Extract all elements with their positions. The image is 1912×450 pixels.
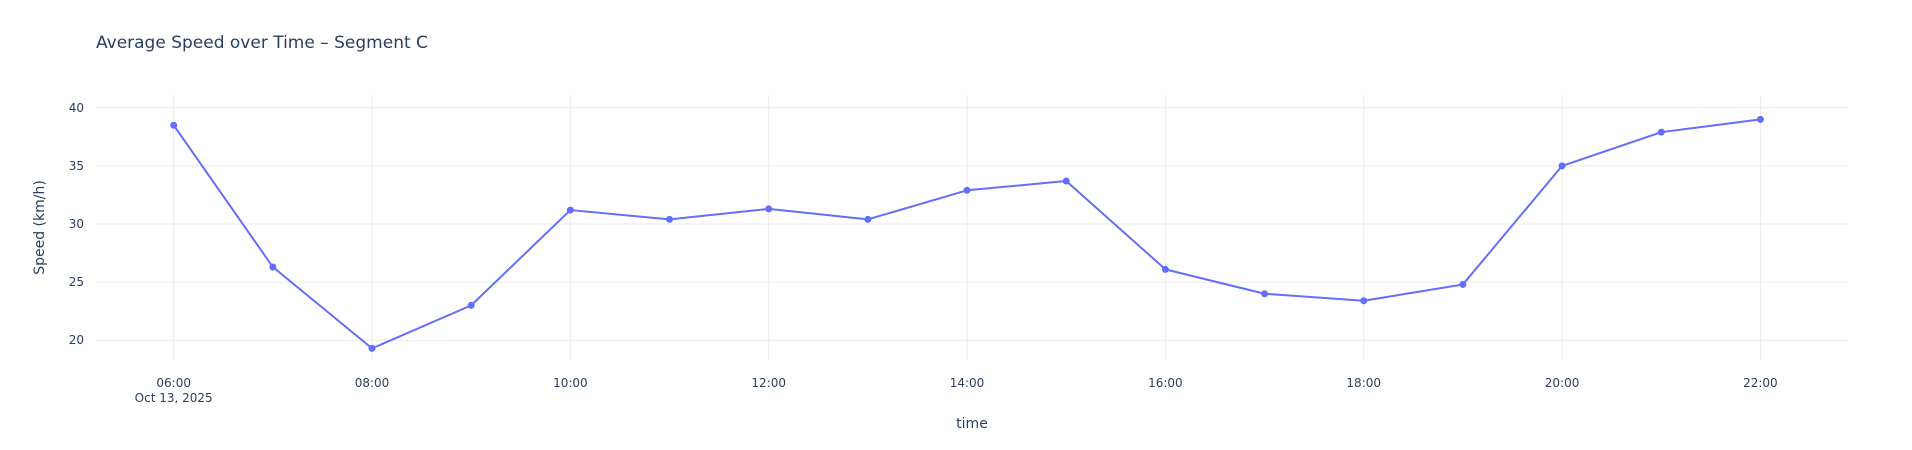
data-point bbox=[269, 263, 277, 271]
data-point bbox=[1756, 115, 1764, 123]
data-point bbox=[170, 121, 178, 129]
x-tick-label: 14:00 bbox=[950, 376, 985, 390]
x-axis-title: time bbox=[956, 416, 988, 432]
y-tick-label: 35 bbox=[69, 159, 84, 173]
data-point bbox=[1459, 280, 1467, 288]
data-point bbox=[864, 215, 872, 223]
data-point bbox=[765, 205, 773, 213]
y-tick-label: 20 bbox=[69, 333, 84, 347]
x-tick-date-label: Oct 13, 2025 bbox=[135, 391, 213, 405]
data-point bbox=[1657, 128, 1665, 136]
data-point bbox=[467, 301, 475, 309]
x-tick-label: 12:00 bbox=[751, 376, 786, 390]
x-tick-label: 08:00 bbox=[355, 376, 390, 390]
x-tick-label: 16:00 bbox=[1148, 376, 1183, 390]
data-point bbox=[1558, 162, 1566, 170]
y-tick-label: 30 bbox=[69, 217, 84, 231]
x-tick-label: 10:00 bbox=[553, 376, 588, 390]
y-tick-label: 25 bbox=[69, 275, 84, 289]
data-point bbox=[1161, 265, 1169, 273]
data-point bbox=[963, 186, 971, 194]
data-point bbox=[1261, 290, 1269, 298]
y-axis-title: Speed (km/h) bbox=[32, 180, 48, 275]
x-tick-label: 20:00 bbox=[1545, 376, 1580, 390]
data-point bbox=[1360, 297, 1368, 305]
data-point bbox=[566, 206, 574, 214]
x-tick-label: 18:00 bbox=[1346, 376, 1381, 390]
data-point bbox=[666, 215, 674, 223]
data-point bbox=[1062, 177, 1070, 185]
y-tick-label: 40 bbox=[69, 101, 84, 115]
chart-title: Average Speed over Time – Segment C bbox=[96, 33, 428, 53]
data-point bbox=[368, 344, 376, 352]
x-tick-label: 22:00 bbox=[1743, 376, 1778, 390]
x-tick-label: 06:00 bbox=[156, 376, 191, 390]
